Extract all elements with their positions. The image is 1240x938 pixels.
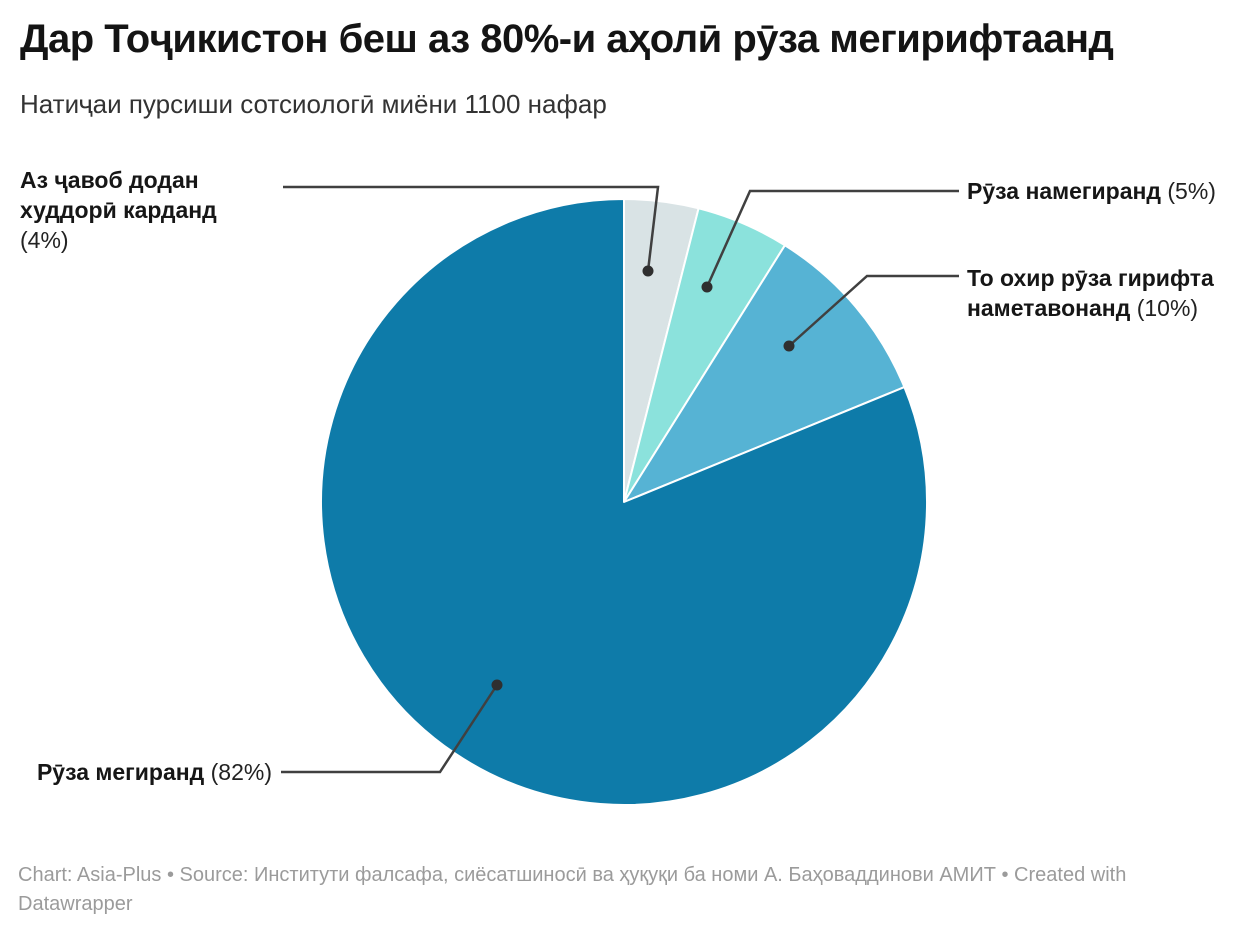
pie-label-text: То охир рӯза гирифта наметавонанд	[967, 265, 1214, 321]
pie-label-withheld-answer: Аз ҷавоб додан худдорӣ карданд (4%)	[20, 165, 270, 255]
chart-title: Дар Тоҷикистон беш аз 80%-и аҳолӣ рӯза м…	[20, 17, 1114, 61]
leader-dot-3	[491, 679, 503, 691]
pie-slice-2[interactable]	[623, 244, 906, 503]
leader-line-2	[788, 274, 959, 347]
pie-slice-3[interactable]	[320, 198, 929, 806]
pie-label-text: Рӯза намегиранд	[967, 178, 1161, 204]
pie-label-value: (82%)	[210, 759, 272, 785]
leader-lines-group	[281, 185, 959, 774]
leader-line-0	[283, 185, 660, 272]
pie-label-not-fasting: Рӯза намегиранд (5%)	[967, 176, 1237, 206]
pie-label-text: Аз ҷавоб додан худдорӣ карданд	[20, 167, 217, 223]
pie-slices-group	[320, 197, 929, 806]
pie-label-value: (5%)	[1167, 178, 1216, 204]
pie-label-text: Рӯза мегиранд	[36, 759, 205, 785]
pie-label-value: (10%)	[1136, 295, 1199, 321]
leader-dot-1	[701, 281, 713, 293]
leader-dot-2	[783, 340, 795, 352]
pie-label-value: (4%)	[20, 227, 69, 253]
chart-subtitle: Натиҷаи пурсиши сотсиологӣ миёни 1100 на…	[20, 89, 607, 119]
leader-dot-0	[642, 265, 654, 277]
leader-line-1	[705, 189, 959, 288]
attribution-footer: Chart: Asia-Plus • Source: Институти фал…	[18, 864, 1127, 915]
pie-label-cannot-finish: То охир рӯза гирифта наметавонанд (10%)	[967, 263, 1229, 323]
pie-label-fasting: Рӯза мегиранд (82%)	[20, 757, 272, 787]
leader-line-3	[281, 684, 499, 774]
